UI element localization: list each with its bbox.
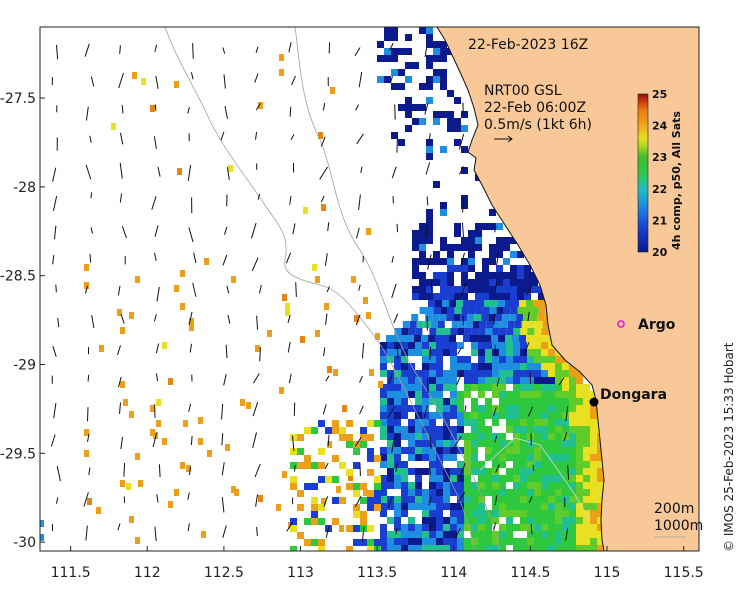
lat-tick-label: -29 [13,357,36,373]
scale-arrow [494,135,513,143]
current-time: 22-Feb 06:00Z [484,100,586,116]
lon-tick-label: 115 [594,565,621,581]
colorbar-tick-label: 22 [652,183,667,196]
lon-tick-label: 111.5 [51,565,91,581]
legend-1000m: 1000m [654,518,703,534]
lon-tick-label: 112 [134,565,161,581]
colorbar-tick-label: 24 [652,120,668,133]
colorbar-tick-label: 23 [652,151,667,164]
argo-label: Argo [638,317,676,333]
lat-tick-label: -27.5 [0,91,36,107]
lon-tick-label: 114.5 [510,565,550,581]
map-title: 22-Feb-2023 16Z [468,37,588,53]
credit-text: © IMOS 25-Feb-2023 15:33 Hobart [722,342,736,552]
legend-200m: 200m [654,501,694,517]
lat-axis: -27.5 -28 -28.5 -29 -29.5 -30 [0,91,45,551]
current-scale: 0.5m/s (1kt 6h) [484,117,592,133]
lat-tick-label: -29.5 [0,446,36,462]
sst-pixels [40,27,604,551]
dongara-marker [589,397,599,407]
lon-tick-label: 114 [440,565,467,581]
land [436,27,699,551]
lon-tick-label: 113.5 [357,565,397,581]
colorbar [637,93,649,253]
lon-tick-label: 113 [287,565,314,581]
contour-200m [294,27,501,551]
colorbar-tick-label: 25 [652,88,667,101]
argo-marker [617,320,625,328]
current-vectors [50,42,570,543]
lat-tick-label: -28 [13,180,36,196]
plot-frame [39,26,700,552]
dongara-label: Dongara [600,387,667,403]
lat-tick-label: -28.5 [0,269,36,285]
lon-axis: 111.5 112 112.5 113 113.5 114 114.5 115 115.5 [51,546,704,581]
colorbar-tick-label: 21 [652,214,667,227]
colorbar-tick-label: 20 [652,246,668,259]
colorbar-ticks: 20 21 22 23 24 25 [652,88,668,259]
lon-tick-label: 112.5 [204,565,244,581]
lat-tick-label: -30 [13,535,36,551]
current-source: NRT00 GSL [484,83,562,99]
lon-tick-label: 115.5 [664,565,704,581]
colorbar-label: 4h comp, p50, All Sats [670,111,683,250]
contour-1000m [164,27,476,551]
contour-inner [479,437,591,521]
